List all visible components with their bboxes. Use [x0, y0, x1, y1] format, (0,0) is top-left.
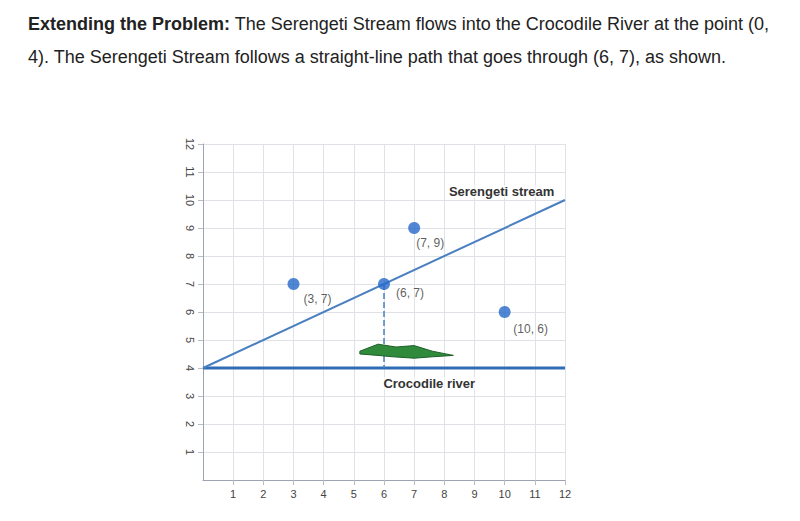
svg-text:8: 8: [184, 253, 196, 259]
svg-text:11: 11: [184, 166, 196, 177]
svg-text:10: 10: [184, 194, 196, 206]
svg-text:9: 9: [184, 225, 196, 231]
svg-text:11: 11: [529, 488, 540, 500]
svg-text:4: 4: [184, 365, 196, 371]
svg-text:5: 5: [351, 488, 357, 500]
svg-text:7: 7: [411, 488, 417, 500]
svg-text:4: 4: [321, 488, 327, 500]
svg-text:6: 6: [381, 488, 387, 500]
svg-text:9: 9: [471, 488, 477, 500]
svg-text:12: 12: [559, 488, 571, 500]
svg-text:6: 6: [184, 309, 196, 315]
svg-text:(10, 6): (10, 6): [513, 322, 548, 336]
svg-text:3: 3: [290, 488, 296, 500]
svg-text:10: 10: [499, 488, 511, 500]
html-text:Extending the Problem: The Ser: Extending the Problem: The Serengeti Str…: [28, 14, 769, 67]
svg-text:(3, 7): (3, 7): [303, 292, 331, 306]
svg-text:(7, 9): (7, 9): [416, 236, 444, 250]
svg-text:Crocodile river: Crocodile river: [383, 376, 475, 391]
svg-text:2: 2: [184, 421, 196, 427]
svg-text:7: 7: [184, 281, 196, 287]
svg-text:(6, 7): (6, 7): [396, 286, 424, 300]
svg-text:2: 2: [260, 488, 266, 500]
svg-text:1: 1: [184, 449, 196, 455]
svg-text:12: 12: [184, 138, 196, 150]
svg-text:8: 8: [441, 488, 447, 500]
svg-text:Serengeti stream: Serengeti stream: [449, 184, 555, 199]
svg-text:5: 5: [184, 337, 196, 343]
svg-text:3: 3: [184, 393, 196, 399]
svg-text:1: 1: [230, 488, 236, 500]
